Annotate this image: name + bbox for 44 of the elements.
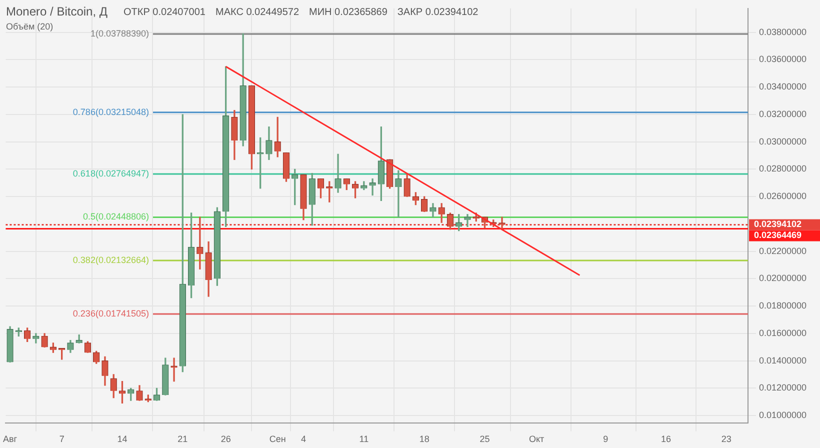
x-tick-label: 23 xyxy=(721,434,732,444)
y-tick-label: 0.01200000 xyxy=(759,382,807,393)
ref-line-label: 0.5(0.02448806) xyxy=(82,212,149,222)
y-tick-label: 0.03400000 xyxy=(759,82,807,92)
y-tick-label: 0.03800000 xyxy=(759,26,807,37)
candlestick xyxy=(395,170,402,218)
y-tick-label: 0.02800000 xyxy=(759,164,807,174)
x-tick-label: 26 xyxy=(220,434,231,444)
x-tick-label: Авг xyxy=(2,434,18,444)
chart-title: Monero / Bitcoin, Д xyxy=(6,4,108,18)
y-tick-label: 0.02600000 xyxy=(759,191,807,202)
x-tick-label: Сен xyxy=(269,434,286,444)
y-tick-label: 0.01000000 xyxy=(759,410,807,420)
ref-line-label: 0.02364469 xyxy=(754,230,802,240)
ref-line-label: 0.02394102 xyxy=(754,219,802,230)
y-tick-label: 0.03200000 xyxy=(759,108,807,119)
annotation: МИН 0.02365869 xyxy=(309,6,388,18)
x-tick-label: 9 xyxy=(603,434,608,444)
y-tick-label: 0.01400000 xyxy=(759,355,807,366)
x-tick-label: 18 xyxy=(419,434,430,444)
ref-line-label: 1(0.03788390) xyxy=(90,28,149,38)
ref-line-label: 0.236(0.01741505) xyxy=(72,308,149,319)
candlestick xyxy=(369,178,376,196)
x-tick-label: 16 xyxy=(660,434,672,444)
annotation: МАКС 0.02449572 xyxy=(215,6,300,18)
y-tick-label: 0.03600000 xyxy=(759,54,807,64)
ref-line-label: 0.618(0.02764947) xyxy=(72,168,149,178)
x-tick-label: 7 xyxy=(59,434,64,444)
y-tick-label: 0.03000000 xyxy=(759,136,807,146)
y-tick-label: 0.01600000 xyxy=(759,328,807,338)
ref-line-label: 0.382(0.02132664) xyxy=(72,255,149,266)
annotation: Объём (20) xyxy=(6,21,54,32)
annotation: ЗАКР 0.02394102 xyxy=(397,6,479,18)
y-tick-label: 0.02200000 xyxy=(759,246,807,256)
x-tick-label: 4 xyxy=(300,434,306,444)
y-tick-label: 0.01800000 xyxy=(759,300,807,311)
ref-line-label: 0.786(0.03215048) xyxy=(72,106,149,117)
x-tick-label: 14 xyxy=(117,434,128,444)
x-tick-label: 25 xyxy=(480,434,490,444)
x-tick-label: Окт xyxy=(528,434,544,444)
annotation: ОТКР 0.02407001 xyxy=(124,6,206,18)
x-tick-label: 21 xyxy=(178,434,188,444)
y-tick-label: 0.02000000 xyxy=(759,273,807,284)
x-tick-label: 11 xyxy=(359,434,369,444)
